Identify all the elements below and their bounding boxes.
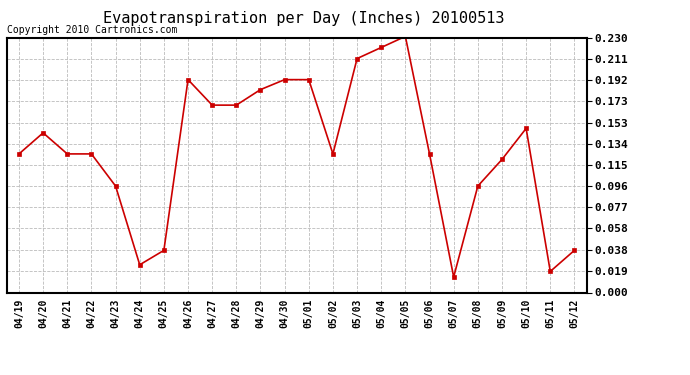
Text: Copyright 2010 Cartronics.com: Copyright 2010 Cartronics.com	[7, 25, 177, 35]
Text: Evapotranspiration per Day (Inches) 20100513: Evapotranspiration per Day (Inches) 2010…	[103, 11, 504, 26]
